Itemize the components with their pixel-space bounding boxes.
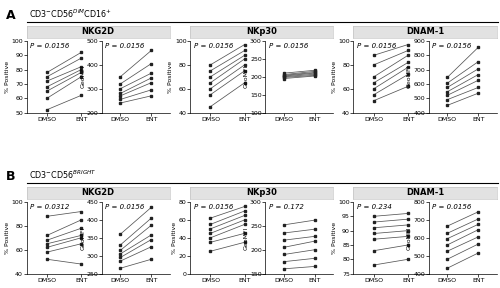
Y-axis label: GeoMFI: GeoMFI (407, 226, 412, 249)
Text: NKG2D: NKG2D (82, 189, 115, 198)
Y-axis label: % Positive: % Positive (168, 61, 173, 93)
Text: P = 0.0156: P = 0.0156 (194, 43, 233, 49)
Text: DNAM-1: DNAM-1 (406, 189, 444, 198)
Text: P = 0.0156: P = 0.0156 (268, 43, 308, 49)
Text: P = 0.234: P = 0.234 (357, 204, 392, 210)
Text: P = 0.172: P = 0.172 (268, 204, 304, 210)
Text: P = 0.0156: P = 0.0156 (105, 43, 144, 49)
Text: NKp30: NKp30 (246, 27, 277, 37)
Text: P = 0.0156: P = 0.0156 (194, 204, 233, 210)
Text: CD3$^{-}$CD56$^{DIM}$CD16$^{+}$: CD3$^{-}$CD56$^{DIM}$CD16$^{+}$ (29, 8, 112, 20)
Y-axis label: GeoMFI: GeoMFI (80, 65, 85, 88)
Y-axis label: % Positive: % Positive (172, 222, 177, 254)
Text: P = 0.0156: P = 0.0156 (30, 43, 70, 49)
Y-axis label: % Positive: % Positive (332, 222, 337, 254)
Text: CD3$^{-}$CD56$^{BRIGHT}$: CD3$^{-}$CD56$^{BRIGHT}$ (29, 169, 96, 181)
Text: B: B (6, 170, 16, 183)
Y-axis label: GeoMFI: GeoMFI (244, 65, 248, 88)
Text: P = 0.0312: P = 0.0312 (30, 204, 70, 210)
Y-axis label: % Positive: % Positive (332, 61, 337, 93)
Text: NKp30: NKp30 (246, 189, 277, 198)
Text: P = 0.0156: P = 0.0156 (432, 204, 472, 210)
Text: P = 0.0156: P = 0.0156 (105, 204, 144, 210)
Text: A: A (6, 9, 16, 22)
Y-axis label: GeoMFI: GeoMFI (407, 65, 412, 88)
Y-axis label: % Positive: % Positive (5, 61, 10, 93)
Y-axis label: GeoMFI: GeoMFI (80, 226, 85, 249)
Text: DNAM-1: DNAM-1 (406, 27, 444, 37)
Text: P = 0.0156: P = 0.0156 (432, 43, 472, 49)
Y-axis label: GeoMFI: GeoMFI (244, 226, 248, 249)
Text: P = 0.0156: P = 0.0156 (357, 43, 397, 49)
Text: NKG2D: NKG2D (82, 27, 115, 37)
Y-axis label: % Positive: % Positive (5, 222, 10, 254)
